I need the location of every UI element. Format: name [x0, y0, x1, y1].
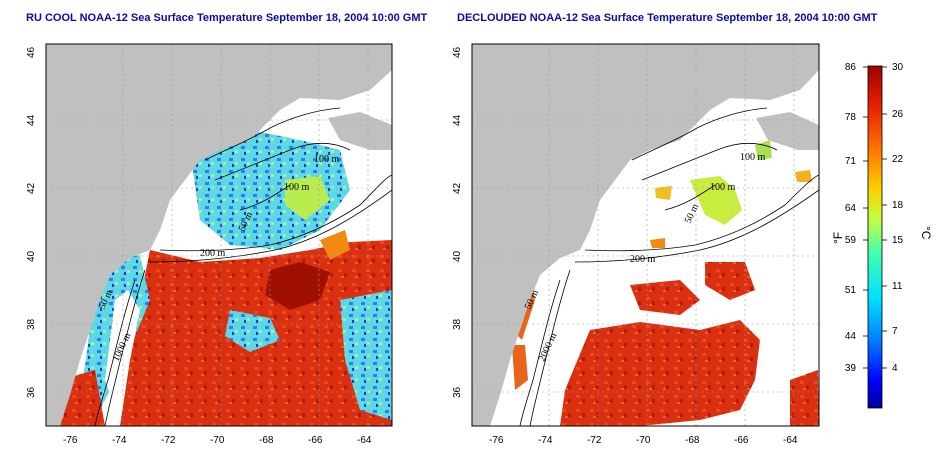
- lon-tick-label: -66: [734, 435, 749, 446]
- celsius-tick-label: 18: [892, 200, 904, 211]
- lat-tick-label: 38: [452, 318, 463, 330]
- bathymetry-contours-left: [94, 107, 392, 426]
- fahrenheit-ticks: 86 78 71 64 59 51 44 39: [845, 62, 857, 374]
- celsius-tick-label: 7: [892, 326, 898, 337]
- lat-tick-label: 40: [452, 250, 463, 262]
- celsius-tick-label: 11: [892, 281, 903, 292]
- fahrenheit-tick-label: 78: [845, 112, 857, 123]
- bathymetry-contours-right: [519, 107, 819, 426]
- land-mass-right: [472, 44, 819, 426]
- lon-tick-label: -74: [538, 435, 553, 446]
- grid-left: [46, 44, 392, 426]
- lon-tick-label: -70: [210, 435, 225, 446]
- contour-label: 200 m: [630, 254, 656, 265]
- lat-tick-label: 38: [26, 318, 37, 330]
- lon-tick-label: -66: [308, 435, 323, 446]
- contour-label: 100 m: [284, 182, 310, 193]
- celsius-tick-label: 15: [892, 235, 904, 246]
- lat-tick-label: 46: [26, 46, 37, 58]
- fahrenheit-tick-label: 51: [845, 285, 857, 296]
- right-lon-ticks: -76 -74 -72 -70 -68 -66 -64: [489, 435, 798, 446]
- celsius-tick-labels: 30 26 22 18 15 11 7 4: [892, 62, 904, 374]
- fahrenheit-tick-label: 59: [845, 235, 857, 246]
- fahrenheit-tick-label: 44: [845, 331, 857, 342]
- lat-tick-label: 40: [26, 250, 37, 262]
- left-map: 100 m 100 m 50 m 200 m 50 m 1000 m: [46, 44, 392, 426]
- right-panel-title: DECLOUDED NOAA-12 Sea Surface Temperatur…: [457, 12, 878, 24]
- fahrenheit-tick-label: 64: [845, 203, 857, 214]
- left-map-frame: [45, 43, 393, 427]
- colorbar: 86 78 71 64 59 51 44 39 30 26 22 18 15 1…: [831, 62, 933, 409]
- celsius-tick-label: 30: [892, 62, 904, 73]
- celsius-tick-marks: [882, 66, 887, 369]
- lon-tick-label: -72: [161, 435, 176, 446]
- lon-tick-label: -76: [63, 435, 78, 446]
- land-mass-left: [46, 44, 392, 426]
- lat-tick-label: 44: [452, 114, 463, 126]
- colorbar-gradient: [867, 65, 883, 409]
- lon-tick-label: -74: [112, 435, 127, 446]
- right-map-frame: [471, 43, 820, 427]
- celsius-unit-label: °C: [919, 226, 933, 240]
- lon-tick-label: -68: [259, 435, 274, 446]
- celsius-tick-label: 26: [892, 109, 904, 120]
- warm-sst-region: [560, 320, 760, 426]
- lon-tick-label: -70: [636, 435, 651, 446]
- fahrenheit-tick-marks: [863, 66, 868, 369]
- lon-tick-label: -64: [357, 435, 372, 446]
- left-lat-ticks: 36 38 40 42 44 46: [26, 46, 37, 398]
- lon-tick-label: -64: [783, 435, 798, 446]
- contour-label: 100 m: [710, 182, 736, 193]
- fahrenheit-tick-label: 86: [845, 62, 857, 73]
- lon-tick-label: -76: [489, 435, 504, 446]
- lon-tick-label: -68: [685, 435, 700, 446]
- lat-tick-label: 36: [26, 386, 37, 398]
- lat-tick-label: 46: [452, 46, 463, 58]
- fahrenheit-tick-label: 39: [845, 363, 857, 374]
- right-lat-ticks: 36 38 40 42 44 46: [452, 46, 463, 398]
- left-panel-title: RU COOL NOAA-12 Sea Surface Temperature …: [26, 12, 428, 24]
- celsius-tick-label: 22: [892, 154, 904, 165]
- fahrenheit-unit-label: °F: [831, 232, 845, 244]
- lat-tick-label: 36: [452, 386, 463, 398]
- left-lon-ticks: -76 -74 -72 -70 -68 -66 -64: [63, 435, 372, 446]
- lat-tick-label: 44: [26, 114, 37, 126]
- right-map: 100 m 100 m 50 m 200 m 50 m 2000 m: [472, 44, 819, 426]
- contour-label: 100 m: [314, 154, 340, 165]
- lat-tick-label: 42: [452, 182, 463, 194]
- lat-tick-label: 42: [26, 182, 37, 194]
- lon-tick-label: -72: [587, 435, 602, 446]
- celsius-tick-label: 4: [892, 363, 898, 374]
- contour-label: 200 m: [200, 248, 226, 259]
- grid-right: [472, 44, 819, 426]
- fahrenheit-tick-label: 71: [845, 156, 857, 167]
- cool-sst-patch-east: [340, 290, 392, 420]
- contour-label: 100 m: [740, 152, 766, 163]
